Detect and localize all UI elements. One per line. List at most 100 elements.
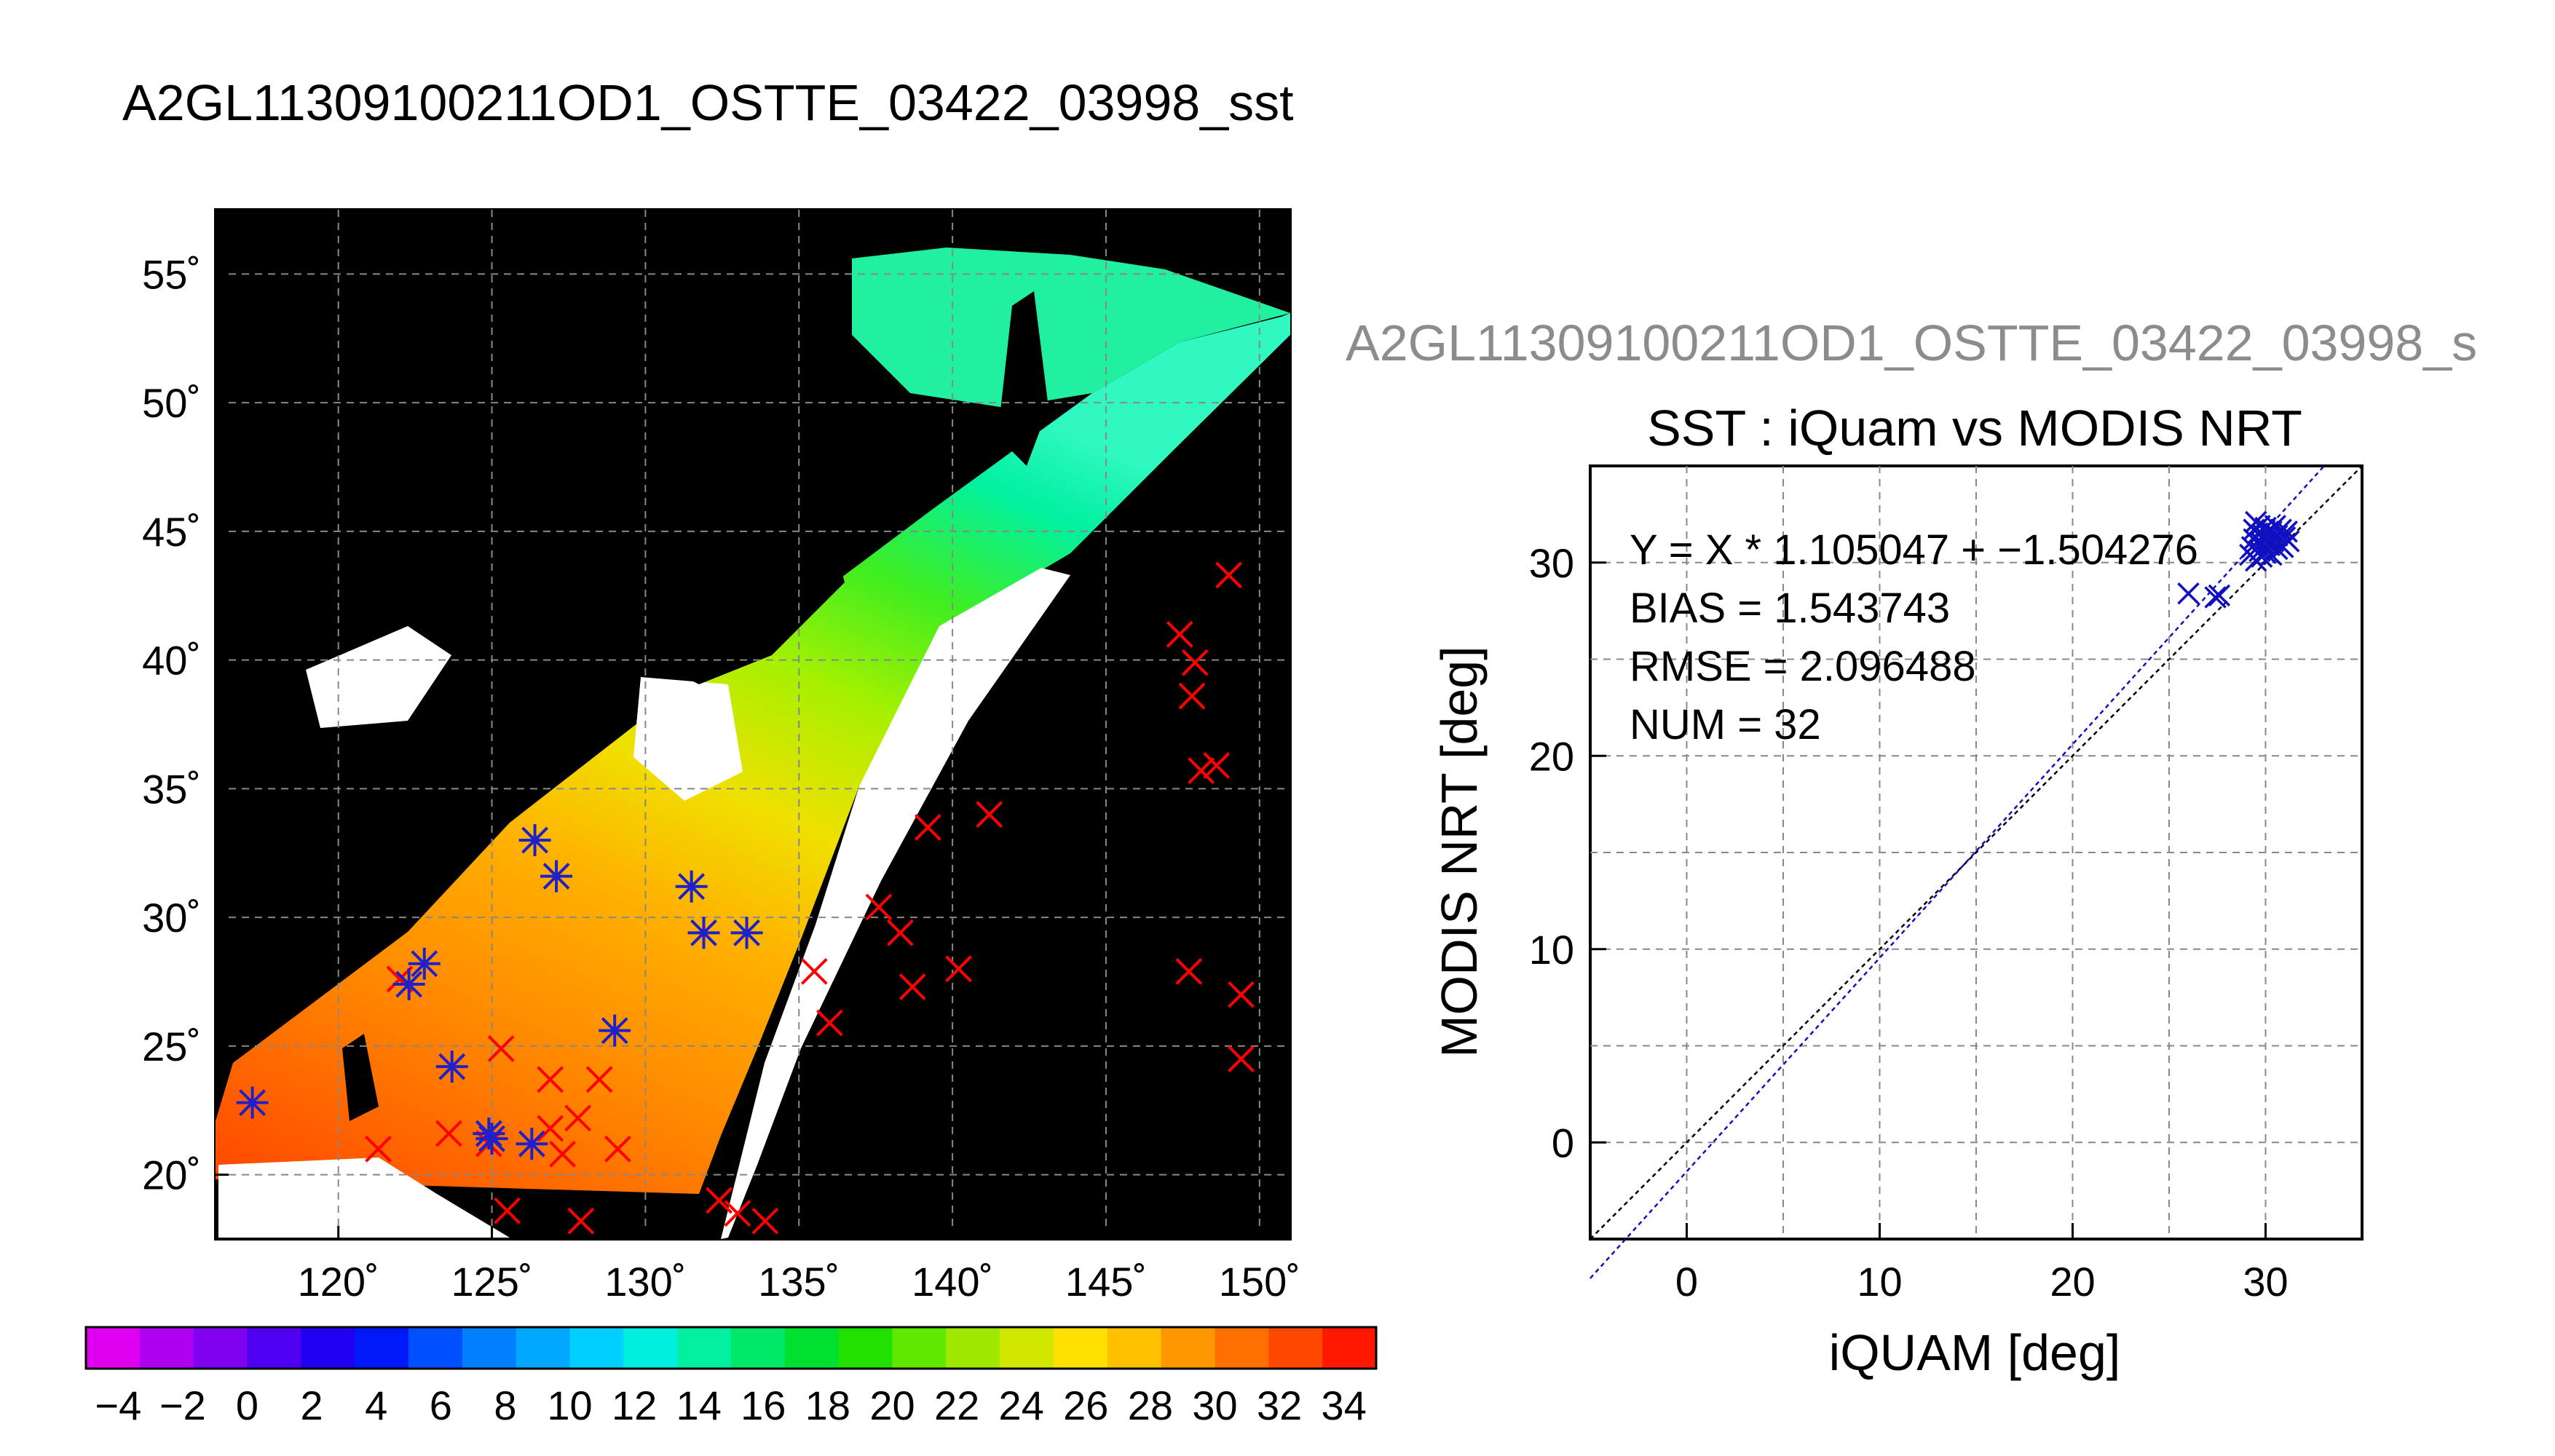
- colorbar-tick-label: 26: [1063, 1382, 1108, 1428]
- buoy-marker: [706, 1187, 733, 1214]
- colorbar-segment: [247, 1327, 301, 1369]
- buoy-marker: [976, 801, 1003, 828]
- colorbar-segment: [301, 1327, 355, 1369]
- buoy-marker: [1178, 682, 1206, 710]
- buoy-marker: [435, 1120, 462, 1147]
- colorbar-tick-label: 8: [494, 1382, 516, 1428]
- sea-okhotsk-gap: [998, 291, 1049, 466]
- scatter-y-tick-label: 10: [1529, 927, 1574, 973]
- buoy-marker: [1203, 752, 1231, 779]
- matched-marker: [236, 1086, 269, 1119]
- colorbar-segment: [623, 1327, 678, 1369]
- scatter-point: [2275, 521, 2298, 543]
- map-x-ticks: 120˚ 125˚ 130˚ 135˚ 140˚ 145˚ 150˚: [298, 1226, 1300, 1305]
- matched-marker: [475, 1123, 508, 1155]
- colorbar-tick-label: 32: [1257, 1382, 1302, 1428]
- map-y-tick-label: 50˚: [142, 380, 201, 426]
- buoy-marker: [800, 957, 828, 985]
- map-y-ticks: 20˚ 25˚ 30˚ 35˚ 40˚ 45˚ 50˚ 55˚: [142, 251, 229, 1198]
- sea-japan: [641, 524, 845, 684]
- map-y-tick-label: 45˚: [142, 509, 201, 555]
- colorbar-tick-label: −2: [159, 1382, 206, 1428]
- scatter-annotations: Y = X * 1.105047 + −1.504276 BIAS = 1.543…: [1630, 526, 2198, 748]
- colorbar-tick-label: 4: [365, 1382, 387, 1428]
- secondary-title: A2GL11309100211OD1_OSTTE_03422_03998_s: [1346, 314, 2477, 371]
- scatter-point: [2264, 515, 2286, 537]
- colorbar-tick-label: 34: [1322, 1382, 1367, 1428]
- colorbar-segment: [1161, 1327, 1215, 1369]
- buoy-marker: [549, 1140, 576, 1168]
- buoy-marker: [537, 1115, 564, 1142]
- matched-marker: [675, 870, 708, 903]
- colorbar-tick-label: 20: [869, 1382, 915, 1428]
- buoy-marker: [537, 1066, 564, 1093]
- colorbar-tick-label: 30: [1192, 1382, 1237, 1428]
- map-x-tick-label: 125˚: [451, 1259, 532, 1305]
- colorbar-segment: [462, 1327, 517, 1369]
- scatter-points: [2177, 510, 2300, 609]
- colorbar-segment: [892, 1327, 947, 1369]
- sst-map: 120˚ 125˚ 130˚ 135˚ 140˚ 145˚ 150˚ 20˚ 25˚ 30˚ 35…: [142, 208, 1300, 1305]
- buoy-marker: [1175, 957, 1203, 985]
- sea-yellow: [524, 597, 597, 728]
- buoy-marker: [1228, 1045, 1255, 1072]
- buoy-marker: [865, 893, 893, 921]
- colorbar-tick-label: 22: [934, 1382, 979, 1428]
- matched-marker: [687, 917, 720, 949]
- island-taiwan: [342, 1034, 379, 1121]
- map-y-tick-label: 55˚: [142, 251, 201, 297]
- colorbar-segment: [408, 1327, 463, 1369]
- buoy-marker: [945, 955, 972, 983]
- map-x-tick-label: 140˚: [912, 1259, 993, 1305]
- scatter-point: [2270, 518, 2292, 541]
- matched-markers: [236, 824, 763, 1160]
- scatter-title: SST : iQuam vs MODIS NRT: [1647, 400, 2302, 456]
- land-korea-north: [306, 626, 451, 728]
- scatter-point: [2208, 584, 2231, 607]
- matched-marker: [518, 824, 551, 857]
- buoy-marker: [751, 1207, 779, 1235]
- scatter-x-tick-label: 10: [1857, 1259, 1902, 1305]
- map-y-tick-label: 40˚: [142, 638, 201, 684]
- page-title: A2GL11309100211OD1_OSTTE_03422_03998_sst: [122, 74, 1294, 131]
- matched-marker: [599, 1014, 631, 1047]
- identity-line: [1590, 465, 2363, 1240]
- buoy-marker: [1215, 561, 1243, 589]
- colorbar-segment: [516, 1327, 570, 1369]
- buoy-marker: [1166, 620, 1193, 648]
- matched-marker: [408, 947, 441, 980]
- fit-line: [1590, 465, 2325, 1279]
- colorbar-segment: [838, 1327, 893, 1369]
- colorbar-segment: [139, 1327, 194, 1369]
- scatter-point: [2204, 586, 2227, 609]
- colorbar-tick-label: 10: [547, 1382, 592, 1428]
- colorbar-segment: [355, 1327, 409, 1369]
- matched-marker: [516, 1128, 548, 1160]
- colorbar-tick-label: 16: [741, 1382, 786, 1428]
- colorbar-segment: [677, 1327, 732, 1369]
- buoy-marker: [1181, 649, 1209, 676]
- scatter-x-tick-label: 0: [1675, 1259, 1698, 1305]
- scatter-x-tick-label: 20: [2050, 1259, 2095, 1305]
- scatter-y-tick-label: 0: [1552, 1120, 1574, 1166]
- buoy-marker: [487, 1034, 515, 1062]
- buoy-marker: [365, 1135, 392, 1163]
- scatter-y-tick-label: 30: [1529, 540, 1574, 586]
- map-y-tick-label: 30˚: [142, 895, 201, 941]
- scatter-point: [2177, 582, 2200, 605]
- scatter-ticks: 0 10 20 30 0 10 20 30: [1529, 540, 2289, 1305]
- map-y-tick-label: 25˚: [142, 1024, 201, 1069]
- map-y-tick-label: 35˚: [142, 766, 201, 812]
- colorbar-tick-label: 6: [430, 1382, 452, 1428]
- colorbar-segment: [569, 1327, 624, 1369]
- matched-marker: [392, 968, 425, 1001]
- map-x-tick-label: 150˚: [1219, 1259, 1300, 1305]
- matched-marker: [730, 917, 763, 949]
- colorbar: −4 −2 0 2 4 6 8 10 12 14 16 18 20 22 24 26 28 30 32 34: [84, 1326, 1378, 1428]
- colorbar-segment: [1322, 1327, 1377, 1369]
- buoy-marker: [494, 1197, 521, 1224]
- colorbar-frame: [84, 1326, 1378, 1370]
- buoy-marker: [604, 1135, 631, 1163]
- buoy-marker: [567, 1207, 595, 1235]
- map-x-tick-label: 135˚: [758, 1259, 840, 1305]
